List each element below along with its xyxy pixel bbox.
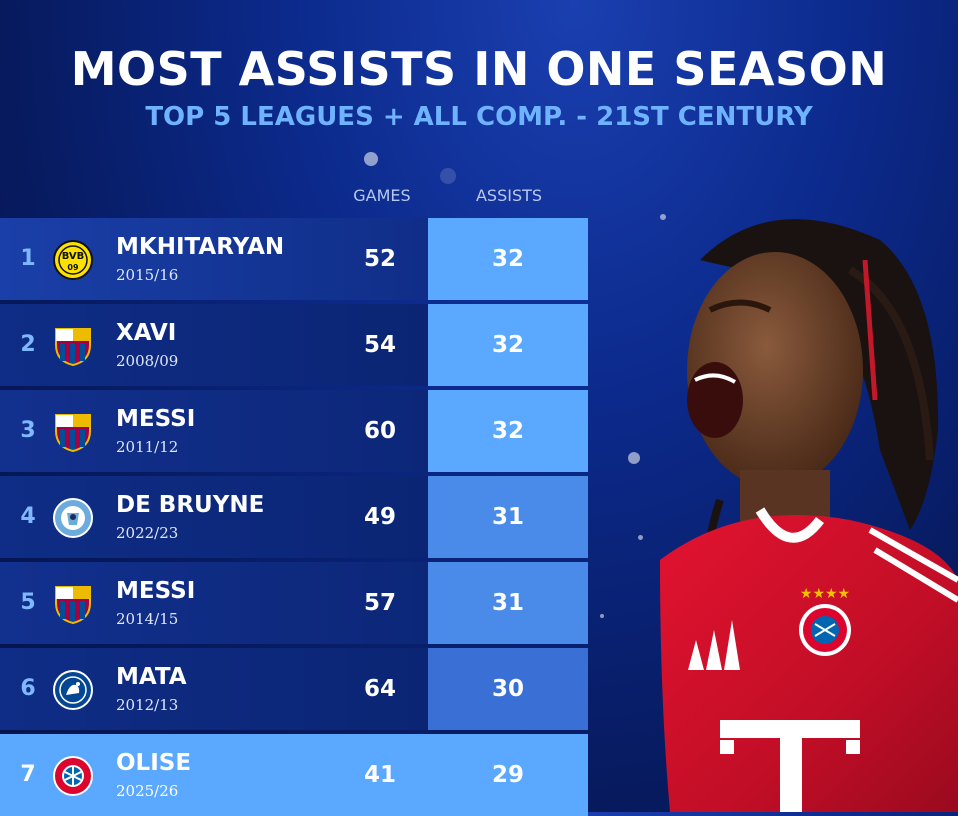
season-label: 2025/26 — [116, 782, 179, 800]
table-row: 4 DE BRUYNE 2022/23 49 31 — [0, 476, 588, 558]
assists-cell-bg — [428, 648, 588, 730]
games-value: 64 — [363, 676, 396, 702]
table-row-highlighted: 7 OLISE 2025/26 41 29 — [0, 734, 588, 816]
bokeh-dot — [364, 152, 378, 166]
assists-value: 31 — [491, 590, 524, 616]
table-row: 5 MESSI 2014/15 57 31 — [0, 562, 588, 644]
assists-value: 29 — [491, 762, 524, 788]
player-name: DE BRUYNE — [116, 492, 265, 518]
games-value: 52 — [363, 246, 396, 272]
rank-number: 2 — [20, 332, 36, 357]
table-row: 3 MESSI 2011/12 60 32 — [0, 390, 588, 472]
games-value: 54 — [363, 332, 396, 358]
barcelona-crest-icon — [52, 325, 94, 367]
assists-cell-bg — [428, 304, 588, 386]
bvb-crest-icon: BVB 09 — [52, 239, 94, 281]
column-header-games: GAMES — [353, 186, 411, 205]
assists-value: 32 — [491, 332, 524, 358]
games-value: 41 — [363, 762, 396, 788]
bokeh-dot — [660, 214, 666, 220]
rank-number: 5 — [20, 590, 36, 615]
player-name: MATA — [116, 664, 187, 690]
player-name: MESSI — [116, 406, 196, 432]
column-header-assists: ASSISTS — [475, 186, 543, 205]
rank-number: 4 — [20, 504, 36, 529]
man-city-crest-icon — [52, 497, 94, 539]
barcelona-crest-icon — [52, 583, 94, 625]
assists-value: 32 — [491, 246, 524, 272]
rank-number: 6 — [20, 676, 36, 701]
bokeh-dot — [440, 168, 456, 184]
bokeh-dot — [638, 535, 643, 540]
rank-number: 3 — [20, 418, 36, 443]
games-value: 60 — [363, 418, 396, 444]
bayern-crest-icon — [52, 755, 94, 797]
assists-value: 30 — [491, 676, 524, 702]
assists-cell-bg — [428, 734, 588, 816]
svg-text:BVB: BVB — [62, 251, 85, 262]
assists-cell-bg — [428, 218, 588, 300]
season-label: 2011/12 — [116, 438, 179, 456]
svg-text:09: 09 — [67, 263, 79, 272]
rank-number: 1 — [20, 246, 36, 271]
page-subtitle: TOP 5 LEAGUES + ALL COMP. - 21ST CENTURY — [145, 102, 813, 132]
season-label: 2022/23 — [116, 524, 179, 542]
table-row: 1 BVB 09 MKHITARYAN 2015/16 52 32 — [0, 218, 588, 300]
assists-cell-bg — [428, 390, 588, 472]
season-label: 2015/16 — [116, 266, 179, 284]
player-name: XAVI — [116, 320, 177, 346]
assists-cell-bg — [428, 562, 588, 644]
assists-cell-bg — [428, 476, 588, 558]
season-label: 2012/13 — [116, 696, 179, 714]
page-title: MOST ASSISTS IN ONE SEASON — [70, 42, 888, 96]
games-value: 49 — [363, 504, 396, 530]
season-label: 2008/09 — [116, 352, 179, 370]
player-name: MKHITARYAN — [116, 234, 285, 260]
player-photo: ★★★★ — [620, 200, 958, 812]
svg-text:★★★★: ★★★★ — [800, 586, 850, 602]
header: MOST ASSISTS IN ONE SEASON TOP 5 LEAGUES… — [0, 40, 958, 134]
player-name: MESSI — [116, 578, 196, 604]
season-label: 2014/15 — [116, 610, 179, 628]
table-row: 6 MATA 2012/13 64 30 — [0, 648, 588, 730]
assists-value: 32 — [491, 418, 524, 444]
games-value: 57 — [363, 590, 396, 616]
rank-number: 7 — [20, 762, 36, 787]
bokeh-dot — [628, 452, 640, 464]
chelsea-crest-icon — [52, 669, 94, 711]
player-name: OLISE — [116, 750, 192, 776]
table-row: 2 XAVI 2008/09 54 32 — [0, 304, 588, 386]
barcelona-crest-icon — [52, 411, 94, 453]
assists-value: 31 — [491, 504, 524, 530]
bokeh-dot — [600, 614, 604, 618]
